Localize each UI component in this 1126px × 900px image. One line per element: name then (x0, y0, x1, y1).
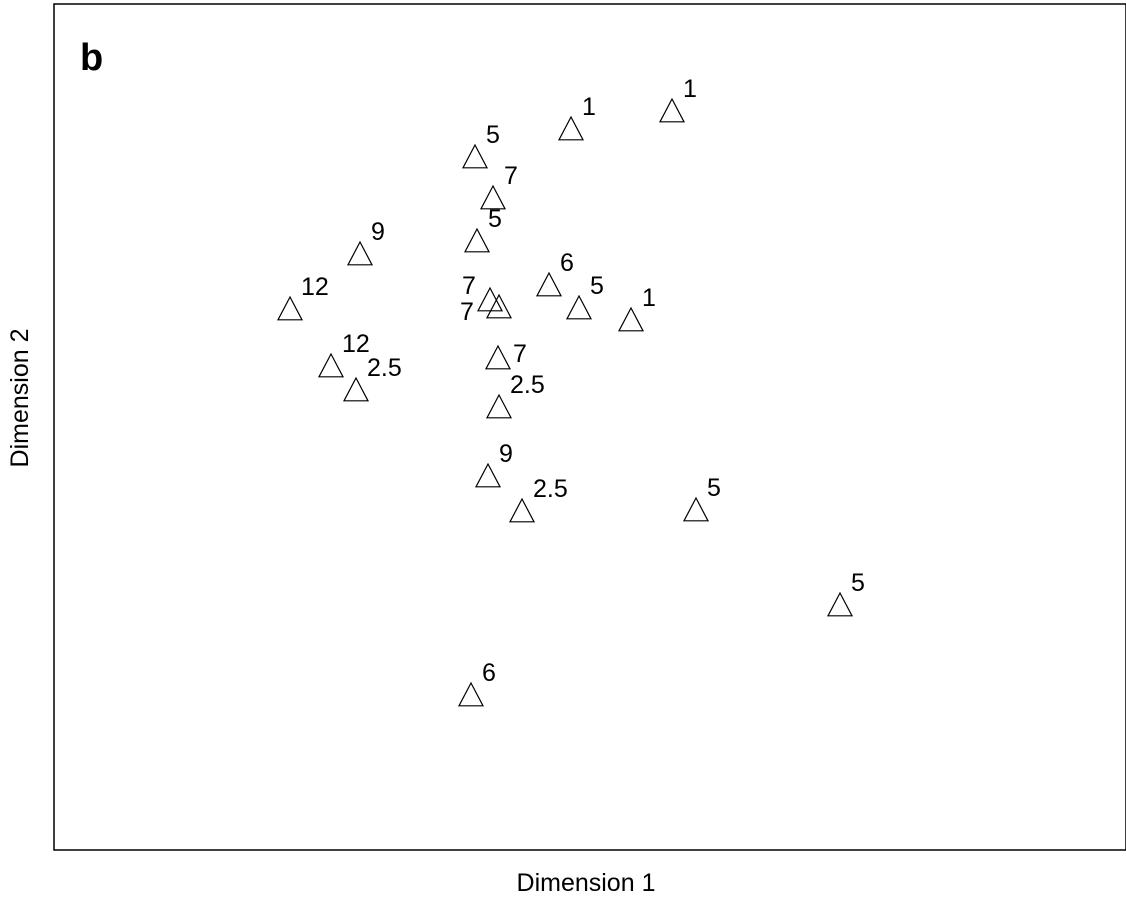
scatter-point-label: 5 (488, 205, 502, 233)
scatter-point-marker (458, 681, 484, 707)
panel-label: b (80, 37, 103, 79)
scatter-point-marker (277, 295, 303, 321)
scatter-point-label: 2.5 (510, 371, 545, 399)
scatter-point-marker (480, 184, 506, 210)
scatter-point-label: 7 (460, 298, 474, 326)
scatter-point-marker (683, 496, 709, 522)
scatter-point-label: 7 (462, 272, 476, 300)
scatter-point-marker (486, 393, 512, 419)
scatter-point-label: 5 (486, 121, 500, 149)
scatter-point-marker (558, 115, 584, 141)
scatter-point-label: 5 (590, 272, 604, 300)
scatter-point-marker (462, 143, 488, 169)
x-axis-title: Dimension 1 (517, 869, 656, 897)
scatter-point-label: 2.5 (367, 354, 402, 382)
scatter-point-marker (347, 240, 373, 266)
scatter-point-label: 5 (707, 474, 721, 502)
scatter-point-marker (343, 376, 369, 402)
scatter-point-marker (486, 293, 512, 319)
scatter-point-label: 12 (301, 273, 329, 301)
scatter-point-marker (477, 286, 503, 312)
scatter-point-label: 12 (342, 330, 370, 358)
scatter-point-marker (464, 227, 490, 253)
scatter-point-label: 5 (851, 569, 865, 597)
scatter-point-label: 6 (560, 249, 574, 277)
scatter-point-label: 7 (513, 340, 527, 368)
plot-frame (53, 3, 1126, 851)
scatter-point-marker (618, 306, 644, 332)
scatter-point-label: 2.5 (533, 475, 568, 503)
scatter-point-label: 9 (499, 440, 513, 468)
y-axis-title: Dimension 2 (6, 329, 34, 468)
scatter-point-marker (827, 591, 853, 617)
scatter-point-label: 1 (642, 284, 656, 312)
scatter-point-marker (566, 294, 592, 320)
scatter-point-marker (475, 462, 501, 488)
scatter-point-label: 6 (482, 659, 496, 687)
scatter-point-label: 7 (504, 162, 518, 190)
scatter-point-marker (485, 344, 511, 370)
scatter-point-marker (318, 352, 344, 378)
scatter-point-marker (509, 497, 535, 523)
scatter-point-label: 1 (683, 75, 697, 103)
scatter-point-marker (659, 97, 685, 123)
scatter-point-marker (536, 271, 562, 297)
scatter-point-label: 9 (371, 218, 385, 246)
scatter-point-label: 1 (582, 93, 596, 121)
